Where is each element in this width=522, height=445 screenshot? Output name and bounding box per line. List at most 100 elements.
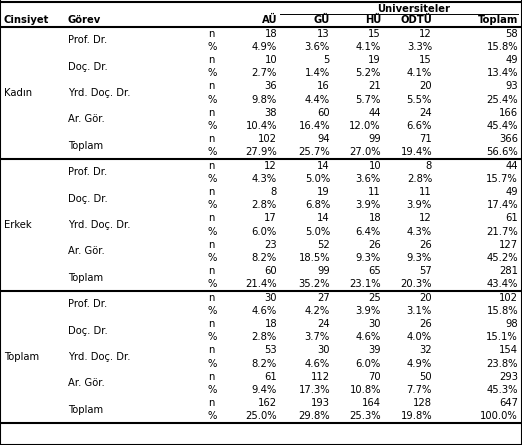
Text: n: n — [208, 214, 215, 223]
Text: 49: 49 — [505, 55, 518, 65]
Text: 4.4%: 4.4% — [305, 95, 330, 105]
Text: Doç. Dr.: Doç. Dr. — [68, 61, 108, 72]
Text: 3.9%: 3.9% — [356, 200, 381, 210]
Text: 20: 20 — [419, 81, 432, 91]
Text: %: % — [208, 174, 217, 184]
Text: 16: 16 — [317, 81, 330, 91]
Text: 15.7%: 15.7% — [487, 174, 518, 184]
Text: n: n — [208, 293, 215, 303]
Text: 19.8%: 19.8% — [400, 411, 432, 421]
Text: Prof. Dr.: Prof. Dr. — [68, 299, 107, 309]
Text: 30: 30 — [265, 293, 277, 303]
Text: %: % — [208, 411, 217, 421]
Text: %: % — [208, 68, 217, 78]
Text: Toplam: Toplam — [68, 273, 103, 283]
Text: ODTÜ: ODTÜ — [400, 15, 432, 25]
Text: 98: 98 — [505, 319, 518, 329]
Text: Toplam: Toplam — [68, 141, 103, 151]
Text: 11: 11 — [368, 187, 381, 197]
Text: 5.0%: 5.0% — [305, 174, 330, 184]
Text: 1.4%: 1.4% — [305, 68, 330, 78]
Text: 30: 30 — [369, 319, 381, 329]
Text: %: % — [208, 121, 217, 131]
Text: 24: 24 — [419, 108, 432, 118]
Text: 281: 281 — [499, 266, 518, 276]
Text: 36: 36 — [264, 81, 277, 91]
Text: 8.2%: 8.2% — [252, 359, 277, 368]
Text: 65: 65 — [368, 266, 381, 276]
Text: 2.8%: 2.8% — [407, 174, 432, 184]
Text: Ar. Gör.: Ar. Gör. — [68, 114, 105, 125]
Text: 61: 61 — [505, 214, 518, 223]
Text: 19: 19 — [368, 55, 381, 65]
Text: 25.4%: 25.4% — [487, 95, 518, 105]
Text: 3.9%: 3.9% — [407, 200, 432, 210]
Text: 5.7%: 5.7% — [355, 95, 381, 105]
Text: 45.3%: 45.3% — [487, 385, 518, 395]
Text: 20.3%: 20.3% — [400, 279, 432, 289]
Text: 166: 166 — [499, 108, 518, 118]
Text: 102: 102 — [499, 293, 518, 303]
Text: 127: 127 — [499, 240, 518, 250]
Text: 60: 60 — [317, 108, 330, 118]
Text: %: % — [208, 200, 217, 210]
Text: 25.7%: 25.7% — [298, 147, 330, 158]
Text: n: n — [208, 266, 215, 276]
Text: 17: 17 — [264, 214, 277, 223]
Text: n: n — [208, 55, 215, 65]
Text: 45.2%: 45.2% — [487, 253, 518, 263]
Text: 4.1%: 4.1% — [356, 42, 381, 52]
Text: 27: 27 — [317, 293, 330, 303]
Text: n: n — [208, 345, 215, 356]
Text: n: n — [208, 28, 215, 39]
Text: 60: 60 — [264, 266, 277, 276]
Text: 12: 12 — [264, 161, 277, 170]
Text: %: % — [208, 306, 217, 316]
Text: 93: 93 — [505, 81, 518, 91]
Text: 3.6%: 3.6% — [356, 174, 381, 184]
Text: 14: 14 — [317, 161, 330, 170]
Text: 6.4%: 6.4% — [356, 227, 381, 237]
Text: 26: 26 — [419, 319, 432, 329]
Text: Toplam: Toplam — [4, 352, 39, 362]
Text: 15.1%: 15.1% — [487, 332, 518, 342]
Text: Kadın: Kadın — [4, 88, 32, 98]
Text: %: % — [208, 95, 217, 105]
Text: %: % — [208, 253, 217, 263]
Text: %: % — [208, 227, 217, 237]
Text: 21.7%: 21.7% — [487, 227, 518, 237]
Text: 32: 32 — [419, 345, 432, 356]
Text: 3.3%: 3.3% — [407, 42, 432, 52]
Text: n: n — [208, 372, 215, 382]
Text: n: n — [208, 398, 215, 408]
Text: 4.3%: 4.3% — [252, 174, 277, 184]
Text: 27.0%: 27.0% — [349, 147, 381, 158]
Text: Toplam: Toplam — [478, 15, 518, 25]
Text: 9.3%: 9.3% — [407, 253, 432, 263]
Text: 8: 8 — [426, 161, 432, 170]
Text: 70: 70 — [369, 372, 381, 382]
Text: 13.4%: 13.4% — [487, 68, 518, 78]
Text: Yrd. Doç. Dr.: Yrd. Doç. Dr. — [68, 352, 130, 362]
Text: 2.8%: 2.8% — [252, 332, 277, 342]
Text: %: % — [208, 385, 217, 395]
Text: 58: 58 — [505, 28, 518, 39]
Text: n: n — [208, 240, 215, 250]
Text: n: n — [208, 187, 215, 197]
Text: 99: 99 — [368, 134, 381, 144]
Text: 49: 49 — [505, 187, 518, 197]
Text: 45.4%: 45.4% — [487, 121, 518, 131]
Text: 9.4%: 9.4% — [252, 385, 277, 395]
Text: 99: 99 — [317, 266, 330, 276]
Text: 162: 162 — [258, 398, 277, 408]
Text: Görev: Görev — [68, 15, 101, 25]
Text: %: % — [208, 42, 217, 52]
Text: 10.4%: 10.4% — [245, 121, 277, 131]
Text: 19: 19 — [317, 187, 330, 197]
Text: 17.3%: 17.3% — [299, 385, 330, 395]
Text: 61: 61 — [264, 372, 277, 382]
Text: 164: 164 — [362, 398, 381, 408]
Text: 15.8%: 15.8% — [487, 306, 518, 316]
Text: 4.6%: 4.6% — [356, 332, 381, 342]
Text: 4.1%: 4.1% — [407, 68, 432, 78]
